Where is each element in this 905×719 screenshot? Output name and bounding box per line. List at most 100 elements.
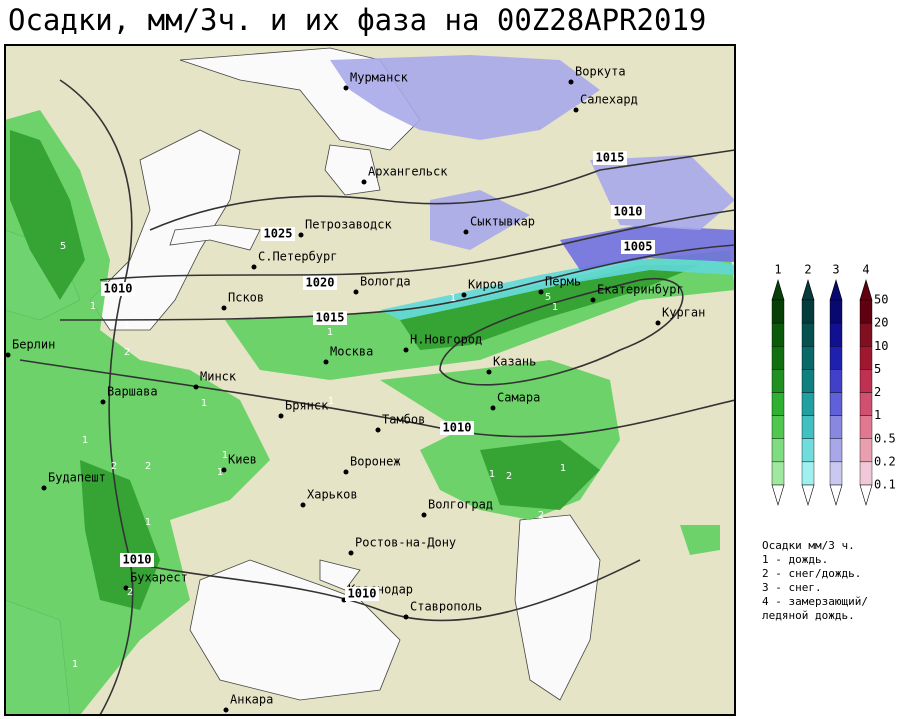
legend-swatch (801, 438, 815, 463)
legend-note: 4 - замерзающий/ (762, 595, 868, 608)
phase-label: 1 (201, 398, 207, 409)
legend-arrow-top (829, 278, 843, 301)
city-dot (490, 405, 496, 411)
city-dot (421, 512, 427, 518)
legend-scale-label: 0.1 (874, 478, 896, 492)
legend-swatch (829, 415, 843, 439)
isobar-label-bg (101, 282, 135, 296)
legend-scale-label: 2 (874, 385, 881, 399)
legend-arrow-top (859, 278, 873, 301)
phase-label: 1 (450, 293, 456, 304)
city-dot (348, 550, 354, 556)
isobar-label: 1025 (264, 227, 293, 241)
legend-swatch (771, 438, 785, 463)
legend-swatch (859, 346, 873, 370)
city-label: Киев (228, 453, 257, 467)
legend-swatch (829, 299, 843, 324)
city-dot (5, 352, 11, 358)
city-label: Вологда (360, 275, 411, 289)
city-label: Киров (468, 278, 504, 292)
isobar-label: 1010 (104, 282, 133, 296)
city-label: Курган (662, 306, 705, 320)
isobar-label: 1015 (316, 311, 345, 325)
city-label: Брянск (285, 399, 329, 413)
city-label: Салехард (580, 93, 638, 107)
city-label: Варшава (107, 385, 158, 399)
city-label: Берлин (12, 338, 55, 352)
city-label: Пермь (545, 275, 581, 289)
phase-label: 2 (127, 587, 133, 598)
legend-swatch (829, 392, 843, 416)
phase-label: 1 (72, 659, 78, 670)
city-dot (223, 707, 229, 713)
precipitation-area (10, 130, 85, 300)
legend-scale-label: 10 (874, 339, 888, 353)
isobar (59, 79, 134, 715)
phase-label: 5 (60, 241, 66, 252)
legend-swatch (829, 438, 843, 463)
sea (189, 559, 401, 701)
city-label: Бухарест (130, 571, 188, 585)
legend-phase-number: 1 (774, 263, 781, 277)
legend-note: 3 - снег. (762, 581, 822, 594)
city-label: Харьков (307, 488, 358, 502)
legend-swatch (859, 461, 873, 486)
legend-swatch (771, 392, 785, 416)
legend-swatch (859, 299, 873, 324)
phase-label: 1 (82, 435, 88, 446)
isobar-label: 1010 (348, 587, 377, 601)
city-dot (193, 384, 199, 390)
precipitation-area (80, 460, 160, 610)
isobar (439, 277, 684, 386)
city-label: Петрозаводск (305, 218, 392, 232)
legend-swatch (771, 322, 785, 347)
city-dot (221, 305, 227, 311)
city-label: Мурманск (350, 71, 409, 85)
legend-swatch (859, 438, 873, 463)
phase-label: 1 (560, 463, 566, 474)
legend-scale-label: 0.2 (874, 454, 896, 468)
legend-swatch (829, 322, 843, 347)
phase-label: 1 (222, 450, 228, 461)
isobar (149, 149, 735, 231)
city-label: Минск (200, 370, 237, 384)
phase-label: 1 (328, 396, 334, 407)
legend-note: 1 - дождь. (762, 553, 828, 566)
city-label: Н.Новгород (410, 333, 482, 347)
legend-swatch (801, 299, 815, 324)
city-dot (278, 413, 284, 419)
isobar-label-bg (621, 240, 655, 254)
city-dot (323, 359, 329, 365)
legend-arrow-top (771, 278, 785, 301)
isobar-label-bg (611, 205, 645, 219)
precipitation-area (380, 258, 735, 320)
precipitation-area (680, 525, 720, 555)
phase-label: 2 (124, 347, 130, 358)
city-dot (361, 179, 367, 185)
legend-swatch (801, 415, 815, 439)
isobar-label-bg (593, 151, 627, 165)
phase-label: 2 (506, 471, 512, 482)
legend-scale-label: 5 (874, 362, 881, 376)
city-dot (590, 297, 596, 303)
city-dot (298, 232, 304, 238)
phase-label: 2 (538, 510, 544, 521)
legend-swatch (829, 346, 843, 370)
precipitation-area (400, 265, 700, 350)
isobar-label: 1005 (624, 240, 653, 254)
legend-swatch (801, 346, 815, 370)
legend-scale-label: 0.5 (874, 431, 896, 445)
city-label: Самара (497, 391, 540, 405)
city-dot (568, 79, 574, 85)
legend-swatch (771, 369, 785, 393)
isobar-label-bg (261, 227, 295, 241)
legend-phase-number: 4 (862, 263, 869, 277)
legend-scale-label: 1 (874, 408, 881, 422)
city-dot (375, 427, 381, 433)
city-dot (461, 292, 467, 298)
city-label: Архангельск (368, 165, 448, 179)
city-dot (403, 614, 409, 620)
city-label: С.Петербург (258, 250, 337, 264)
isobar (99, 209, 735, 281)
